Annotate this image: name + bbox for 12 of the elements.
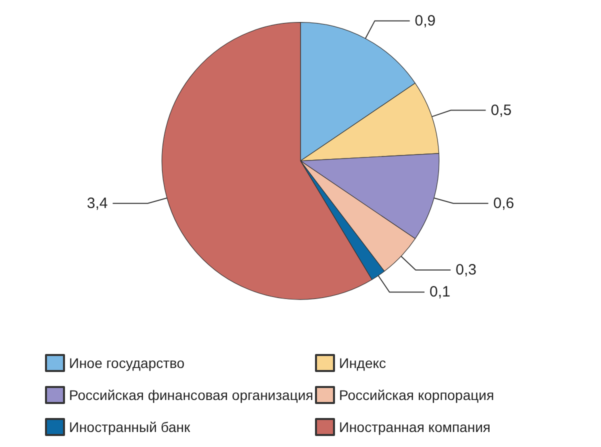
data-label: 3,4 [86, 194, 108, 212]
legend-label: Российская финансовая организация [69, 387, 314, 403]
data-label: 0,9 [414, 12, 436, 30]
legend-label: Российская корпорация [339, 387, 494, 403]
data-label: 0,5 [490, 102, 512, 119]
data-label: 0,6 [493, 194, 514, 212]
data-label: 0,3 [456, 261, 476, 278]
legend-label: Иное государство [69, 355, 185, 371]
data-label: 0,1 [429, 284, 450, 301]
legend-label: Индекс [339, 355, 386, 371]
legend-label: Иностранный банк [69, 419, 192, 435]
legend-label: Иностранная компания [339, 419, 490, 435]
